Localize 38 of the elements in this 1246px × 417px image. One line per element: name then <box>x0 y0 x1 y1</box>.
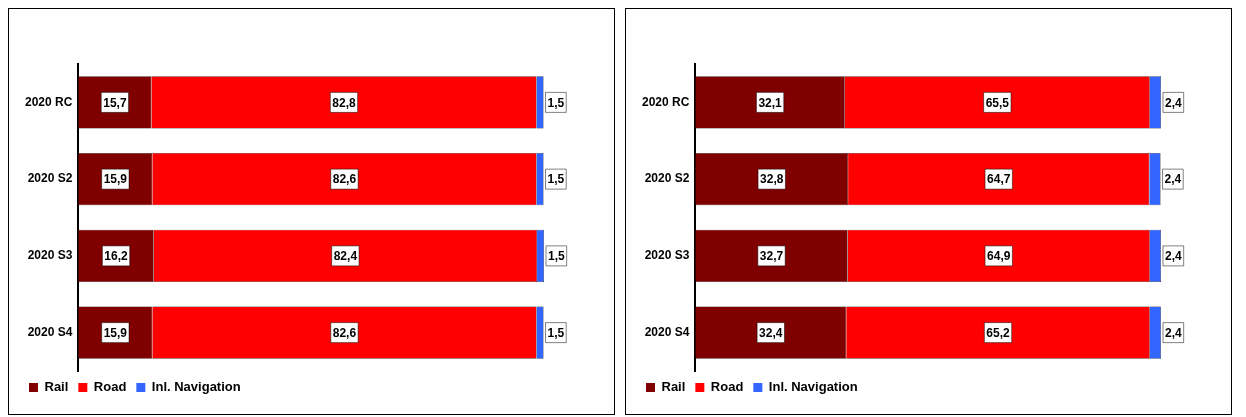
data-label: 1,5 <box>547 95 565 110</box>
y-tick-label: 2020 S3 <box>27 248 73 263</box>
data-label: 64,9 <box>987 249 1011 264</box>
legend-label: Road <box>93 379 127 395</box>
data-label: 2,4 <box>1165 325 1182 340</box>
data-label: 2,4 <box>1164 172 1182 187</box>
data-label: 65,5 <box>985 95 1010 110</box>
data-label: 82,4 <box>333 249 358 264</box>
data-label: 1,5 <box>548 249 565 264</box>
y-tick-label: 2020 S4 <box>644 324 690 339</box>
data-label: 1,5 <box>547 172 565 187</box>
data-label: 2,4 <box>1165 249 1182 264</box>
y-tick-label: 2020 S3 <box>644 248 690 263</box>
data-label: 15,9 <box>103 325 128 340</box>
y-tick-label: 2020 S2 <box>27 171 73 186</box>
data-label: 15,9 <box>103 172 128 187</box>
legend-label: Inl. Navigation <box>151 379 241 395</box>
y-tick-label: 2020 S2 <box>644 171 690 186</box>
data-label: 32,4 <box>759 325 783 340</box>
data-label: 64,7 <box>987 172 1011 187</box>
legend-label: Rail <box>44 379 69 395</box>
data-label: 16,2 <box>104 249 129 264</box>
legend-label: Road <box>710 379 744 395</box>
y-tick-label: 2020 RC <box>641 94 690 109</box>
data-label: 82,6 <box>332 172 357 187</box>
data-label: 2,4 <box>1165 95 1182 110</box>
data-label: 65,2 <box>986 325 1011 340</box>
legend-label: Rail <box>661 379 686 395</box>
data-label: 15,7 <box>103 95 127 110</box>
legend-label: Inl. Navigation <box>768 379 858 395</box>
y-tick-label: 2020 S4 <box>27 324 73 339</box>
data-label: 32,1 <box>758 95 783 110</box>
data-label: 32,8 <box>760 172 784 187</box>
data-label: 32,7 <box>759 249 784 264</box>
data-label: 1,5 <box>547 325 565 340</box>
y-tick-label: 2020 RC <box>24 94 73 109</box>
data-label: 82,6 <box>332 325 357 340</box>
data-label: 82,8 <box>332 95 356 110</box>
